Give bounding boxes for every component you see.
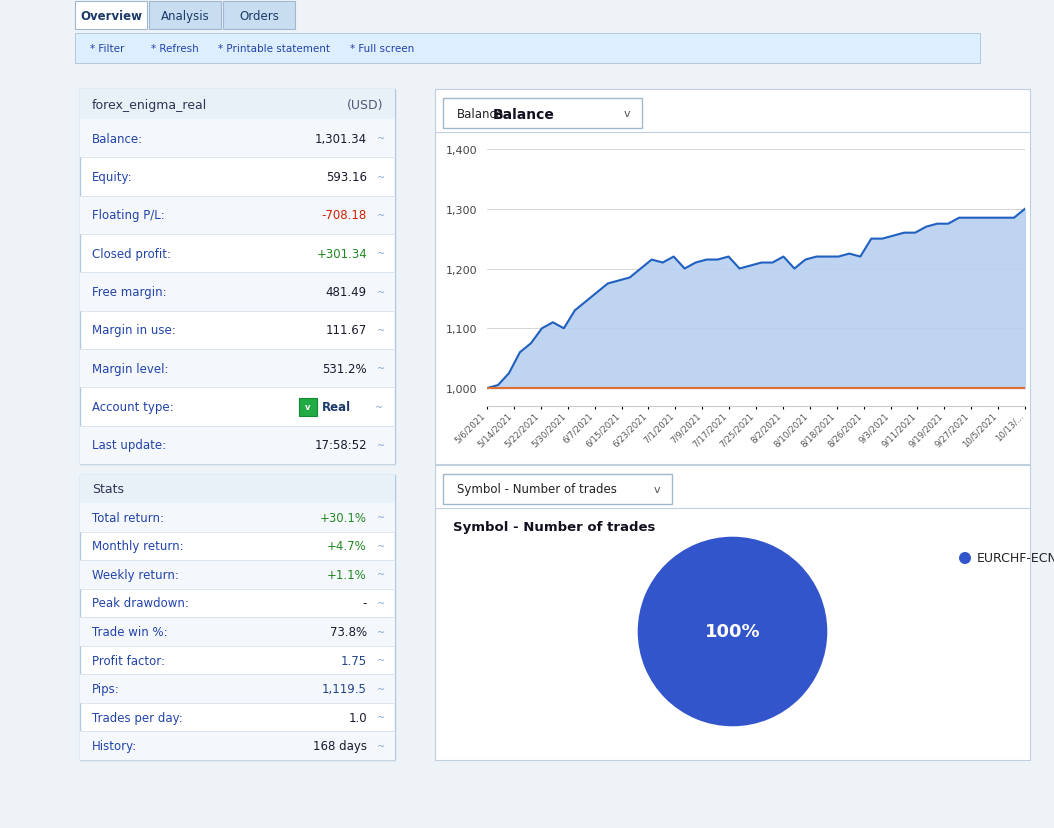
Text: * Printable statement: * Printable statement bbox=[217, 44, 330, 54]
Text: Peak drawdown:: Peak drawdown: bbox=[92, 597, 189, 609]
Text: 531.2%: 531.2% bbox=[323, 362, 367, 375]
Bar bbox=[80, 196, 395, 234]
Text: Symbol - Number of trades: Symbol - Number of trades bbox=[453, 520, 656, 533]
Bar bbox=[80, 732, 395, 760]
Text: Analysis: Analysis bbox=[160, 9, 210, 22]
Text: Balance:: Balance: bbox=[92, 132, 143, 146]
Bar bbox=[80, 120, 395, 158]
Text: Balance: Balance bbox=[492, 108, 554, 122]
Text: +301.34: +301.34 bbox=[316, 248, 367, 260]
Text: Trades per day:: Trades per day: bbox=[92, 710, 182, 724]
FancyBboxPatch shape bbox=[435, 465, 1030, 760]
Text: Pips:: Pips: bbox=[92, 682, 120, 696]
Text: ~: ~ bbox=[377, 741, 385, 751]
Bar bbox=[80, 273, 395, 311]
Text: ~: ~ bbox=[377, 570, 385, 580]
Text: (USD): (USD) bbox=[347, 99, 383, 111]
Bar bbox=[80, 349, 395, 388]
Text: v: v bbox=[306, 402, 311, 412]
Text: ~: ~ bbox=[377, 627, 385, 637]
Text: Symbol - Number of trades: Symbol - Number of trades bbox=[457, 483, 617, 496]
Text: Balance: Balance bbox=[457, 108, 504, 120]
Text: ~: ~ bbox=[375, 402, 383, 412]
Text: * Filter: * Filter bbox=[90, 44, 124, 54]
Text: Weekly return:: Weekly return: bbox=[92, 568, 179, 581]
Text: Margin in use:: Margin in use: bbox=[92, 324, 176, 337]
Text: ~: ~ bbox=[377, 287, 385, 297]
Text: Monthly return:: Monthly return: bbox=[92, 540, 183, 552]
Bar bbox=[80, 618, 395, 646]
Text: ~: ~ bbox=[377, 655, 385, 665]
FancyBboxPatch shape bbox=[75, 2, 147, 30]
FancyBboxPatch shape bbox=[80, 475, 395, 760]
Text: Closed profit:: Closed profit: bbox=[92, 248, 171, 260]
Text: ~: ~ bbox=[377, 134, 385, 144]
Text: Real: Real bbox=[323, 401, 351, 413]
Text: ~: ~ bbox=[377, 249, 385, 259]
FancyBboxPatch shape bbox=[149, 2, 221, 30]
Text: v: v bbox=[653, 484, 660, 494]
Text: 168 days: 168 days bbox=[313, 739, 367, 753]
Text: +4.7%: +4.7% bbox=[327, 540, 367, 552]
Bar bbox=[80, 475, 395, 503]
Text: Profit factor:: Profit factor: bbox=[92, 654, 165, 667]
FancyBboxPatch shape bbox=[435, 90, 1030, 465]
Bar bbox=[80, 675, 395, 703]
Text: ~: ~ bbox=[377, 363, 385, 373]
Text: Floating P/L:: Floating P/L: bbox=[92, 209, 164, 222]
Text: Equity:: Equity: bbox=[92, 171, 133, 184]
Text: ~: ~ bbox=[377, 513, 385, 522]
FancyBboxPatch shape bbox=[223, 2, 295, 30]
Text: EURCHF-ECN: EURCHF-ECN bbox=[977, 551, 1054, 565]
Text: Total return:: Total return: bbox=[92, 511, 164, 524]
FancyBboxPatch shape bbox=[299, 398, 317, 416]
Text: 73.8%: 73.8% bbox=[330, 625, 367, 638]
Text: ~: ~ bbox=[377, 210, 385, 220]
Text: ~: ~ bbox=[377, 598, 385, 609]
Text: Margin level:: Margin level: bbox=[92, 362, 169, 375]
Text: Account type:: Account type: bbox=[92, 401, 174, 413]
Bar bbox=[80, 503, 395, 532]
Text: Stats: Stats bbox=[92, 483, 124, 496]
Circle shape bbox=[959, 552, 971, 565]
Text: ~: ~ bbox=[377, 440, 385, 450]
Text: 1,119.5: 1,119.5 bbox=[323, 682, 367, 696]
Text: ~: ~ bbox=[377, 684, 385, 694]
Bar bbox=[75, 34, 980, 64]
Text: +30.1%: +30.1% bbox=[320, 511, 367, 524]
Text: -: - bbox=[363, 597, 367, 609]
Wedge shape bbox=[638, 537, 827, 726]
Text: Overview: Overview bbox=[80, 9, 142, 22]
Text: forex_enigma_real: forex_enigma_real bbox=[92, 99, 208, 111]
Text: 481.49: 481.49 bbox=[326, 286, 367, 299]
Bar bbox=[80, 426, 395, 465]
Text: ~: ~ bbox=[377, 325, 385, 335]
Text: History:: History: bbox=[92, 739, 137, 753]
FancyBboxPatch shape bbox=[443, 474, 672, 504]
Text: 593.16: 593.16 bbox=[326, 171, 367, 184]
Text: +1.1%: +1.1% bbox=[327, 568, 367, 581]
FancyBboxPatch shape bbox=[80, 90, 395, 465]
Text: Trade win %:: Trade win %: bbox=[92, 625, 168, 638]
Text: 1.0: 1.0 bbox=[349, 710, 367, 724]
Bar bbox=[80, 561, 395, 589]
Text: ~: ~ bbox=[377, 712, 385, 722]
Text: 100%: 100% bbox=[705, 623, 760, 641]
Text: 111.67: 111.67 bbox=[326, 324, 367, 337]
Text: ~: ~ bbox=[377, 542, 385, 551]
Text: * Full screen: * Full screen bbox=[350, 44, 414, 54]
Text: v: v bbox=[623, 108, 630, 119]
Text: Orders: Orders bbox=[239, 9, 279, 22]
Text: -708.18: -708.18 bbox=[321, 209, 367, 222]
Text: ~: ~ bbox=[377, 172, 385, 182]
Text: Free margin:: Free margin: bbox=[92, 286, 167, 299]
Text: 1.75: 1.75 bbox=[340, 654, 367, 667]
Text: * Refresh: * Refresh bbox=[151, 44, 199, 54]
Text: 17:58:52: 17:58:52 bbox=[314, 439, 367, 452]
Bar bbox=[80, 90, 395, 120]
Text: 1,301.34: 1,301.34 bbox=[315, 132, 367, 146]
FancyBboxPatch shape bbox=[443, 99, 642, 129]
Text: Last update:: Last update: bbox=[92, 439, 167, 452]
